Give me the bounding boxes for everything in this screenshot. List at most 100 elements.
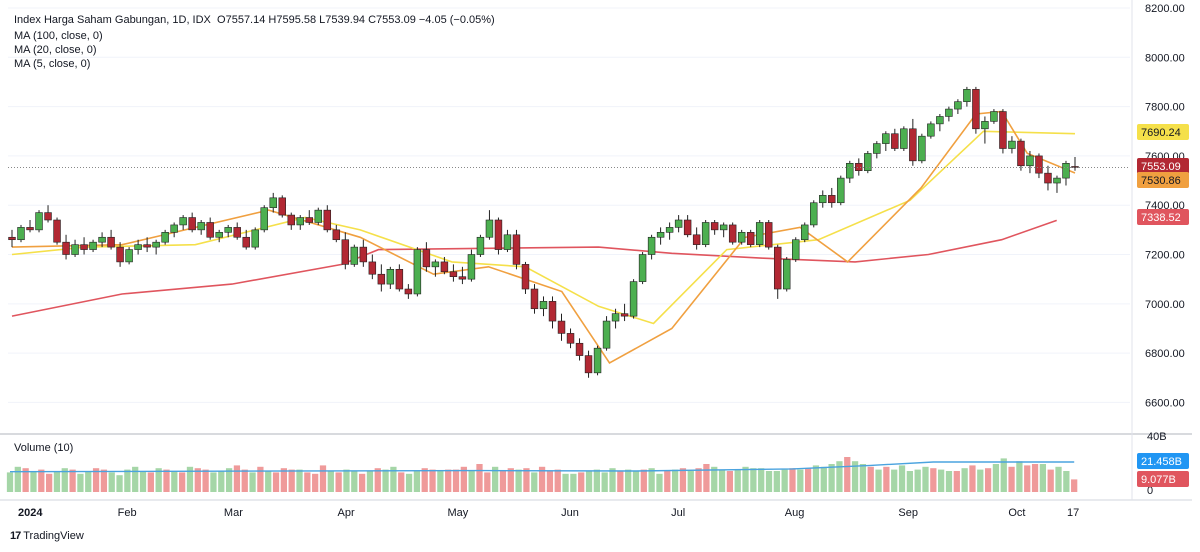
candle-body bbox=[8, 236, 16, 241]
legend-volume[interactable]: Volume (10) bbox=[14, 442, 74, 454]
candle-body bbox=[485, 219, 494, 238]
candle-body bbox=[359, 246, 368, 263]
candle-body bbox=[386, 269, 395, 285]
time-axis[interactable]: 2024 Feb Mar Apr May Jun Jul Aug Sep Oct 17 bbox=[18, 507, 1079, 519]
volume-bar bbox=[186, 466, 194, 492]
volume-bar bbox=[1024, 465, 1031, 492]
volume-bar bbox=[14, 466, 21, 492]
candle-body bbox=[656, 232, 665, 238]
volume-bar bbox=[225, 468, 233, 492]
volume-bar bbox=[992, 464, 1000, 492]
symbol-title: Index Harga Saham Gabungan, 1D, IDX bbox=[14, 14, 211, 26]
candle-body bbox=[864, 153, 872, 171]
volume-bar bbox=[585, 471, 593, 492]
volume-bar bbox=[218, 471, 225, 492]
candle-body bbox=[305, 217, 314, 223]
ma20-line bbox=[11, 130, 1076, 325]
candle-body bbox=[260, 207, 268, 231]
legend-ma20[interactable]: MA (20, close, 0) bbox=[14, 44, 97, 56]
candle-body bbox=[251, 229, 259, 248]
price-tick-label: 7200.00 bbox=[1145, 250, 1185, 262]
volume-bar bbox=[1016, 461, 1023, 492]
volume-bar bbox=[531, 472, 538, 492]
candle-body bbox=[828, 195, 836, 204]
volume-bar bbox=[773, 471, 780, 492]
legend-ma5[interactable]: MA (5, close, 0) bbox=[14, 58, 91, 70]
candle-body bbox=[990, 111, 998, 122]
candle-body bbox=[170, 224, 178, 233]
volume-bar bbox=[249, 472, 256, 492]
volume-bar bbox=[38, 469, 45, 492]
volume-bar bbox=[898, 465, 906, 492]
volume-bar bbox=[507, 468, 514, 492]
volume-bar bbox=[288, 469, 295, 492]
volume-bar bbox=[1008, 466, 1015, 492]
volume-bar bbox=[687, 471, 694, 492]
candle-body bbox=[161, 232, 169, 243]
volume-bar bbox=[1063, 471, 1070, 492]
volume-bar bbox=[265, 471, 272, 492]
candle-body bbox=[981, 121, 989, 130]
volume-bar bbox=[61, 468, 68, 492]
volume-bar bbox=[828, 464, 835, 492]
volume-bar bbox=[343, 469, 350, 492]
volume-bar bbox=[124, 469, 131, 492]
volume-bar bbox=[797, 469, 804, 492]
candle-body bbox=[548, 301, 557, 322]
volume-bar bbox=[601, 472, 608, 492]
candle-body bbox=[557, 320, 566, 334]
volume-bar bbox=[233, 465, 241, 492]
candle-body bbox=[107, 236, 115, 248]
ma100-line bbox=[11, 219, 1057, 317]
price-marker-bg bbox=[1137, 209, 1189, 225]
volume-bar bbox=[69, 469, 76, 492]
volume-bar bbox=[617, 471, 624, 492]
candle-body bbox=[17, 227, 25, 241]
candle-body bbox=[44, 212, 52, 221]
candle-body bbox=[62, 241, 70, 255]
legend-ma100[interactable]: MA (100, close, 0) bbox=[14, 30, 103, 42]
price-grid bbox=[0, 0, 1192, 501]
candle-body bbox=[53, 219, 61, 243]
candle-body bbox=[810, 202, 818, 226]
candle-body bbox=[837, 177, 845, 204]
time-tick-label: Apr bbox=[338, 507, 355, 519]
candle-body bbox=[350, 246, 359, 265]
candle-body bbox=[287, 214, 295, 226]
volume-bar bbox=[851, 461, 859, 492]
volume-marker: 9.077B bbox=[1141, 474, 1176, 486]
volume-bar bbox=[781, 469, 788, 492]
volume-bar bbox=[758, 468, 765, 492]
volume-bar bbox=[390, 466, 397, 492]
price-tick-label: 6600.00 bbox=[1145, 397, 1185, 409]
volume-tick-label: 0 bbox=[1147, 485, 1153, 497]
volume-bar bbox=[938, 469, 945, 492]
candle-body bbox=[440, 261, 449, 273]
volume-bar bbox=[632, 471, 640, 492]
price-marker-bg bbox=[1137, 172, 1189, 188]
candle-body bbox=[900, 128, 908, 149]
time-tick-label: Mar bbox=[224, 507, 243, 519]
price-axis[interactable]: 8200.008000.007800.007600.007400.007200.… bbox=[1137, 3, 1189, 497]
volume-bar bbox=[922, 466, 929, 492]
candle-body bbox=[332, 229, 341, 241]
volume-bar bbox=[734, 469, 741, 492]
candle-body bbox=[431, 261, 440, 268]
volume-marker-bg bbox=[1137, 453, 1189, 469]
volume-bar bbox=[961, 468, 968, 492]
volume-bar bbox=[718, 469, 726, 492]
price-marker-bg bbox=[1137, 124, 1189, 140]
volume-bar bbox=[202, 469, 209, 492]
candle-body bbox=[242, 236, 250, 248]
candle-body bbox=[323, 209, 332, 231]
ma100-path bbox=[11, 219, 1057, 317]
tradingview-logo[interactable]: 17 TradingView bbox=[10, 530, 84, 542]
candle-body bbox=[1044, 172, 1052, 184]
volume-bar bbox=[421, 468, 428, 492]
candle-body bbox=[846, 163, 854, 179]
candle-body bbox=[458, 276, 467, 280]
tradingview-brand: TradingView bbox=[23, 530, 84, 542]
price-tick-label: 8000.00 bbox=[1145, 52, 1185, 64]
price-marker: 7530.86 bbox=[1141, 175, 1181, 187]
volume-bar bbox=[805, 468, 812, 492]
